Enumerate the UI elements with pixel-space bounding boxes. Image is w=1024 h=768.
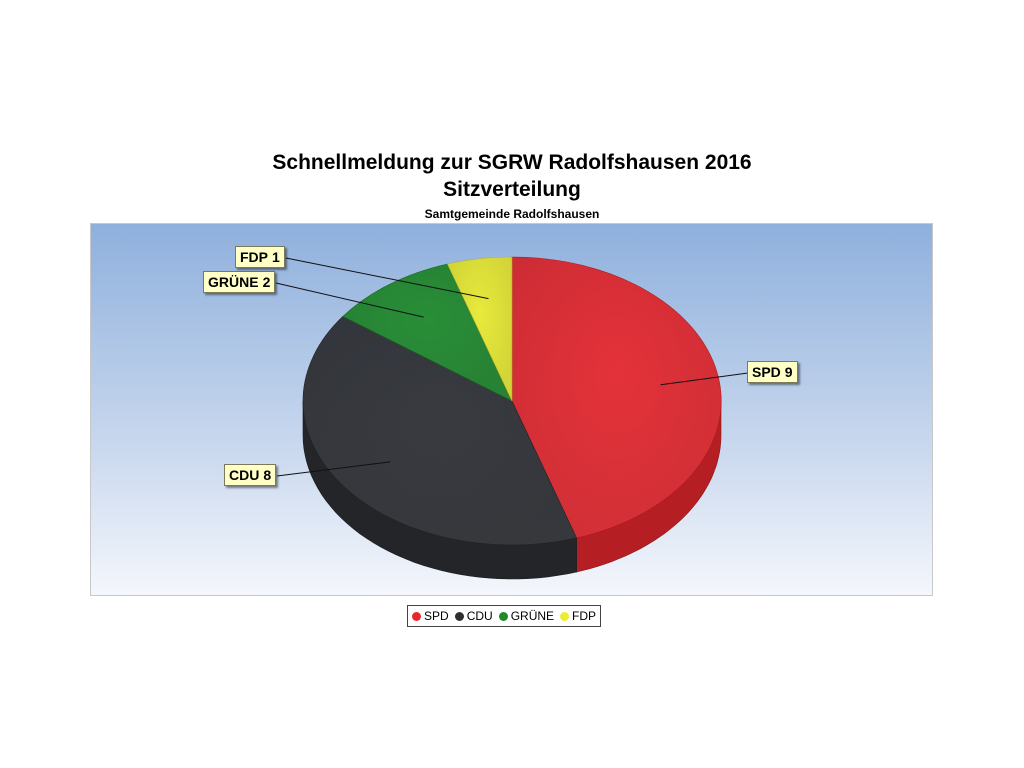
legend-item-grüne: GRÜNE <box>498 609 555 623</box>
pie-slice-cdu <box>302 316 578 546</box>
data-label-name: FDP <box>240 249 268 265</box>
legend: SPD CDU GRÜNE FDP <box>407 605 602 627</box>
data-label-name: CDU <box>229 467 260 483</box>
chart-title-line2: Sitzverteilung <box>443 178 581 201</box>
legend-item-spd: SPD <box>412 609 449 623</box>
chart-title: Schnellmeldung zur SGRW Radolfshausen 20… <box>272 151 752 174</box>
legend-swatch <box>454 611 464 621</box>
legend-item-fdp: FDP <box>560 609 596 623</box>
data-label-grüne: GRÜNE 2 <box>203 271 276 293</box>
pie-slice-fdp <box>446 256 513 402</box>
leader-line-grüne <box>275 282 424 318</box>
data-label-value: 1 <box>272 249 280 265</box>
plot-area <box>90 223 933 596</box>
legend-swatch <box>412 611 421 621</box>
pie-chart <box>275 256 749 580</box>
data-label-cdu: CDU 8 <box>224 464 277 486</box>
leader-line-spd <box>660 372 749 386</box>
legend-swatch <box>560 611 570 621</box>
legend-label: GRÜNE <box>510 609 555 623</box>
data-label-name: GRÜNE <box>208 274 259 290</box>
data-label-value: 9 <box>784 364 793 380</box>
legend-label: SPD <box>424 609 449 623</box>
legend-label: CDU <box>466 609 493 623</box>
data-label-value: 2 <box>262 274 271 290</box>
data-label-value: 8 <box>263 467 272 483</box>
legend-label: FDP <box>572 609 597 623</box>
chart-subtitle: Samtgemeinde Radolfshausen <box>424 207 600 221</box>
data-label-name: SPD <box>752 364 781 380</box>
data-label-fdp: FDP 1 <box>235 246 285 268</box>
legend-item-cdu: CDU <box>454 609 493 623</box>
legend-swatch <box>498 611 508 621</box>
pie-slice-spd <box>511 256 722 539</box>
pie-slice-grüne <box>342 263 513 402</box>
leader-line-cdu <box>276 461 391 477</box>
data-label-spd: SPD 9 <box>747 361 798 383</box>
leader-line-fdp <box>285 257 489 300</box>
